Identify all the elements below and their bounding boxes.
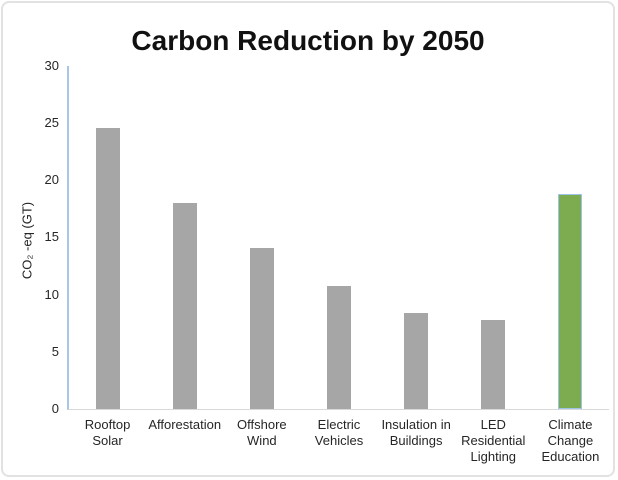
chart-title: Carbon Reduction by 2050 bbox=[131, 25, 485, 56]
x-label-climate-change-education: Climate Change Education bbox=[541, 417, 600, 464]
bar-climate-change-education-highlighted bbox=[558, 194, 583, 409]
x-axis-category-labels: Rooftop Solar Afforestation Offshore Win… bbox=[69, 417, 609, 465]
bar-slot-rooftop-solar bbox=[69, 66, 146, 409]
bar-afforestation bbox=[172, 203, 197, 409]
bar-slot-climate-change-education bbox=[532, 66, 609, 409]
x-label-led-residential-lighting: LED Residential Lighting bbox=[461, 417, 526, 464]
bar-insulation-in-buildings bbox=[404, 312, 429, 409]
bar-electric-vehicles bbox=[326, 285, 351, 409]
y-axis-tick-labels: 30 25 20 15 10 5 0 bbox=[33, 58, 59, 417]
plot-area bbox=[67, 66, 609, 410]
bar-rooftop-solar bbox=[95, 127, 120, 409]
bar-slot-electric-vehicles bbox=[300, 66, 377, 409]
x-label-electric-vehicles: Electric Vehicles bbox=[314, 417, 364, 448]
x-label-offshore-wind: Offshore Wind bbox=[237, 417, 287, 448]
bar-led-residential-lighting bbox=[481, 319, 506, 409]
y-tick-10: 10 bbox=[44, 286, 59, 302]
x-label-rooftop-solar: Rooftop Solar bbox=[84, 417, 131, 448]
x-label-insulation-in-buildings: Insulation in Buildings bbox=[381, 417, 451, 448]
bar-slot-led-residential-lighting bbox=[455, 66, 532, 409]
y-tick-30: 30 bbox=[44, 58, 59, 73]
y-tick-5: 5 bbox=[51, 343, 59, 359]
x-label-afforestation: Afforestation bbox=[148, 417, 222, 432]
y-tick-20: 20 bbox=[44, 172, 59, 188]
bar-offshore-wind bbox=[249, 247, 274, 409]
y-tick-0: 0 bbox=[51, 400, 59, 416]
bar-slot-offshore-wind bbox=[223, 66, 300, 409]
bar-slot-afforestation bbox=[146, 66, 223, 409]
bar-slot-insulation-in-buildings bbox=[378, 66, 455, 409]
y-tick-15: 15 bbox=[44, 229, 59, 245]
y-tick-25: 25 bbox=[44, 115, 59, 131]
